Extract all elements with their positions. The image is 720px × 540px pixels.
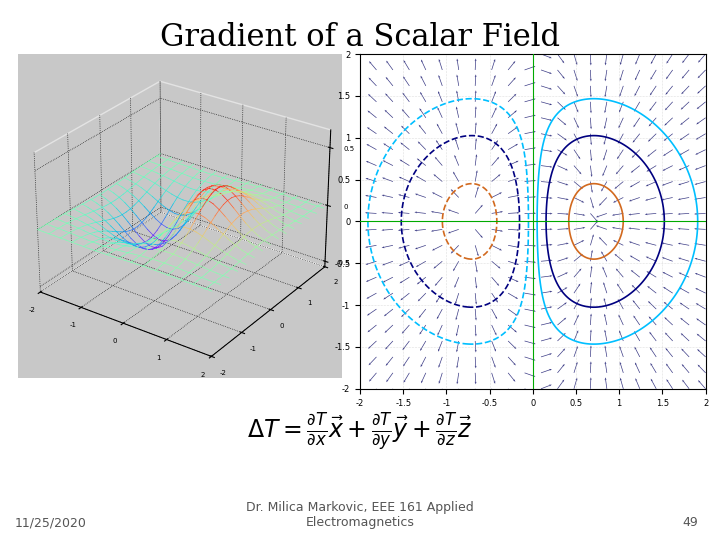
Text: Dr. Milica Markovic, EEE 161 Applied
Electromagnetics: Dr. Milica Markovic, EEE 161 Applied Ele… (246, 501, 474, 529)
Text: $\Delta T = \frac{\partial T}{\partial x}\vec{x} + \frac{\partial T}{\partial y}: $\Delta T = \frac{\partial T}{\partial x… (248, 411, 472, 453)
Text: 11/25/2020: 11/25/2020 (14, 516, 86, 529)
Text: Gradient of a Scalar Field: Gradient of a Scalar Field (160, 22, 560, 52)
Text: 49: 49 (683, 516, 698, 529)
